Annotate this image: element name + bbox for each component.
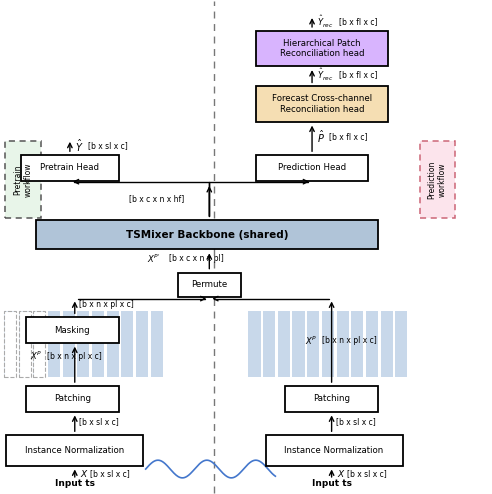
FancyBboxPatch shape (136, 311, 148, 377)
Text: Hierarchical Patch
Reconciliation head: Hierarchical Patch Reconciliation head (279, 39, 364, 58)
FancyBboxPatch shape (5, 141, 40, 217)
Text: Patching: Patching (313, 394, 350, 403)
FancyBboxPatch shape (92, 311, 104, 377)
FancyBboxPatch shape (178, 273, 241, 297)
FancyBboxPatch shape (26, 386, 119, 412)
Text: Patching: Patching (54, 394, 91, 403)
FancyBboxPatch shape (256, 86, 388, 122)
FancyBboxPatch shape (351, 311, 364, 377)
FancyBboxPatch shape (4, 311, 16, 377)
FancyBboxPatch shape (121, 311, 133, 377)
FancyBboxPatch shape (307, 311, 319, 377)
Text: [b x c x n x hf]: [b x c x n x hf] (128, 194, 184, 204)
Text: $X^P$: $X^P$ (30, 350, 42, 362)
Text: $\hat{Y}_{rec}$: $\hat{Y}_{rec}$ (317, 67, 333, 83)
Text: [b x c x n x pl]: [b x c x n x pl] (169, 254, 223, 263)
FancyBboxPatch shape (21, 155, 119, 181)
FancyBboxPatch shape (33, 311, 45, 377)
Text: Forecast Cross-channel
Reconciliation head: Forecast Cross-channel Reconciliation he… (272, 94, 372, 114)
Text: $X$: $X$ (80, 468, 89, 480)
Text: [b x sl x c]: [b x sl x c] (347, 469, 387, 479)
Text: Prediction
workflow: Prediction workflow (428, 160, 447, 199)
Text: [b x sl x c]: [b x sl x c] (91, 469, 130, 479)
FancyBboxPatch shape (256, 31, 388, 66)
Text: Input ts: Input ts (55, 479, 95, 488)
Text: [b x sl x c]: [b x sl x c] (79, 417, 119, 426)
Text: $X$: $X$ (337, 468, 345, 480)
Text: [b x n x pl x c]: [b x n x pl x c] (322, 336, 376, 345)
FancyBboxPatch shape (19, 311, 31, 377)
Text: Prediction Head: Prediction Head (278, 164, 346, 172)
FancyBboxPatch shape (322, 311, 334, 377)
Text: [b x n x pl x c]: [b x n x pl x c] (47, 352, 102, 361)
FancyBboxPatch shape (256, 155, 369, 181)
Text: [b x n x pl x c]: [b x n x pl x c] (79, 300, 133, 309)
FancyBboxPatch shape (107, 311, 119, 377)
Text: Masking: Masking (55, 326, 90, 334)
FancyBboxPatch shape (266, 435, 402, 465)
FancyBboxPatch shape (19, 311, 31, 377)
Text: Pretrain Head: Pretrain Head (40, 164, 99, 172)
FancyBboxPatch shape (420, 141, 455, 217)
Text: Pretrain
workflow: Pretrain workflow (13, 162, 32, 197)
FancyBboxPatch shape (395, 311, 407, 377)
FancyBboxPatch shape (26, 317, 119, 343)
Text: Instance Normalization: Instance Normalization (25, 446, 124, 455)
FancyBboxPatch shape (35, 220, 378, 249)
FancyBboxPatch shape (292, 311, 305, 377)
FancyBboxPatch shape (48, 311, 60, 377)
FancyBboxPatch shape (62, 311, 75, 377)
FancyBboxPatch shape (33, 311, 45, 377)
Text: Instance Normalization: Instance Normalization (284, 446, 384, 455)
FancyBboxPatch shape (6, 435, 143, 465)
Text: $\hat{Y}_{rec}$: $\hat{Y}_{rec}$ (317, 14, 333, 30)
FancyBboxPatch shape (278, 311, 290, 377)
FancyBboxPatch shape (151, 311, 163, 377)
FancyBboxPatch shape (248, 311, 261, 377)
FancyBboxPatch shape (366, 311, 378, 377)
Text: Permute: Permute (191, 280, 227, 289)
Text: $\hat{P}$: $\hat{P}$ (317, 129, 325, 145)
FancyBboxPatch shape (77, 311, 90, 377)
FancyBboxPatch shape (337, 311, 349, 377)
FancyBboxPatch shape (380, 311, 393, 377)
FancyBboxPatch shape (285, 386, 378, 412)
Text: [b x fl x c]: [b x fl x c] (339, 17, 378, 27)
Text: [b x fl x c]: [b x fl x c] (339, 71, 378, 80)
Text: $\hat{Y}$: $\hat{Y}$ (75, 138, 83, 154)
Text: [b x fl x c]: [b x fl x c] (329, 132, 368, 141)
Text: TSMixer Backbone (shared): TSMixer Backbone (shared) (125, 230, 288, 240)
Text: [b x sl x c]: [b x sl x c] (89, 141, 128, 150)
FancyBboxPatch shape (4, 311, 16, 377)
Text: $X^P$: $X^P$ (305, 334, 317, 346)
Text: Input ts: Input ts (311, 479, 352, 488)
FancyBboxPatch shape (263, 311, 276, 377)
Text: $X^{P'}$: $X^{P'}$ (147, 252, 161, 265)
Text: [b x sl x c]: [b x sl x c] (336, 417, 375, 426)
